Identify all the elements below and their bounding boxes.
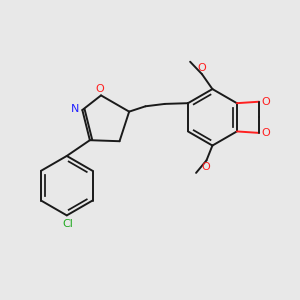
- Text: O: O: [261, 97, 270, 107]
- Text: N: N: [71, 103, 79, 113]
- Text: O: O: [95, 84, 104, 94]
- Text: O: O: [261, 128, 270, 138]
- Text: O: O: [197, 63, 206, 73]
- Text: O: O: [202, 162, 210, 172]
- Text: Cl: Cl: [63, 219, 74, 229]
